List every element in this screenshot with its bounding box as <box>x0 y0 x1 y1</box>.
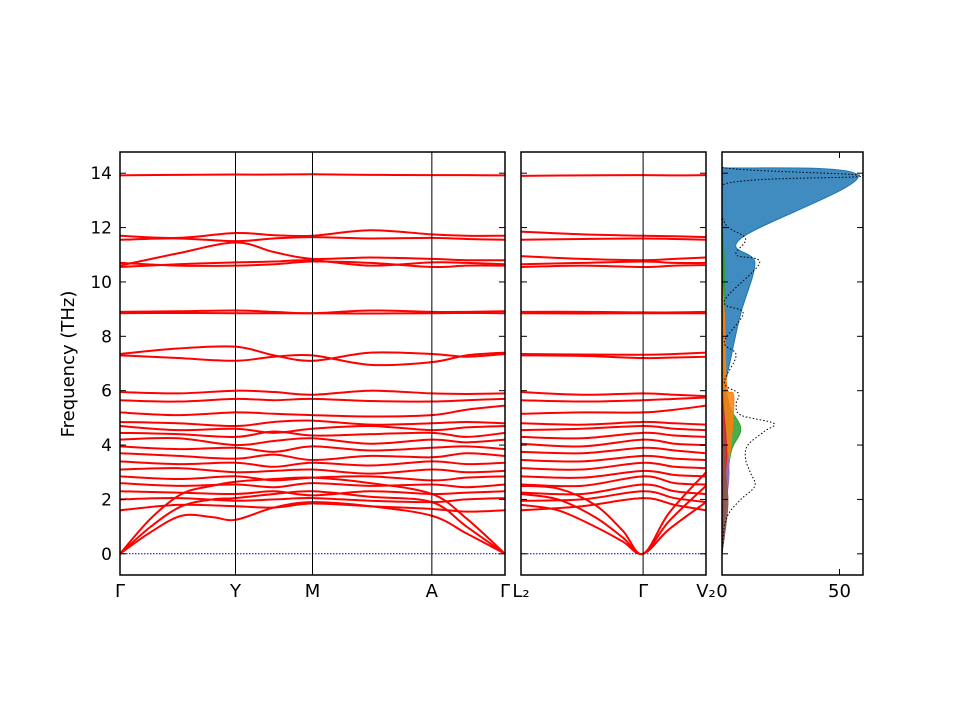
middle-xtick-label: L₂ <box>512 581 529 602</box>
middle-band-m9 <box>521 353 706 355</box>
left-ytick-label: 8 <box>101 327 112 347</box>
middle-band-m4 <box>521 256 706 260</box>
left-ytick-label: 12 <box>90 219 112 239</box>
middle-band-m15 <box>521 426 706 430</box>
middle-band-m11 <box>521 392 706 396</box>
left-xtick-label: M <box>305 581 321 602</box>
middle-band-m1 <box>521 175 706 176</box>
middle-band-m21 <box>521 471 706 478</box>
left-ytick-label: 2 <box>101 490 112 510</box>
left-ytick-label: 10 <box>90 273 112 293</box>
density-of-states-panel: 0 50 <box>713 152 863 602</box>
left-ytick-label: 0 <box>101 545 112 565</box>
left-ytick-label: 6 <box>101 382 112 402</box>
middle-band-m20 <box>521 463 706 470</box>
middle-plot-area <box>521 175 706 554</box>
middle-band-m5 <box>521 262 706 265</box>
y-axis-label: Frequency (THz) <box>58 291 79 438</box>
middle-band-m12 <box>521 397 706 401</box>
left-xtick-label: Γ <box>500 581 510 602</box>
middle-band-m18 <box>521 448 706 454</box>
middle-band-m13 <box>521 406 706 414</box>
middle-band-m17 <box>521 440 706 447</box>
middle-band-m2 <box>521 232 706 237</box>
dos-xtick-label: 50 <box>828 581 851 602</box>
partial-dos-0 <box>722 168 858 554</box>
left-ytick-label: 14 <box>90 164 112 184</box>
left-xtick-label: Y <box>229 581 242 602</box>
left-ytick-label: 4 <box>101 436 112 456</box>
band-structure-left-panel: 0 2 4 6 8 10 12 14 Γ Y M A Γ <box>90 152 510 602</box>
dos-xtick-label: 0 <box>716 581 727 602</box>
middle-band-m14 <box>521 422 706 425</box>
middle-band-m3 <box>521 238 706 239</box>
middle-xtick-label: V₂ <box>696 581 716 602</box>
middle-band-m19 <box>521 456 706 462</box>
band-structure-middle-panel: L₂ Γ V₂ <box>512 152 715 602</box>
dos-plot-area <box>713 152 863 554</box>
middle-band-acoustic-1 <box>521 502 706 554</box>
left-xtick-label: Γ <box>115 581 125 602</box>
middle-band-m16 <box>521 433 706 439</box>
middle-band-m10 <box>521 355 706 358</box>
left-xtick-label: A <box>426 581 439 602</box>
middle-xtick-label: Γ <box>638 581 648 602</box>
middle-band-m6 <box>521 265 706 267</box>
